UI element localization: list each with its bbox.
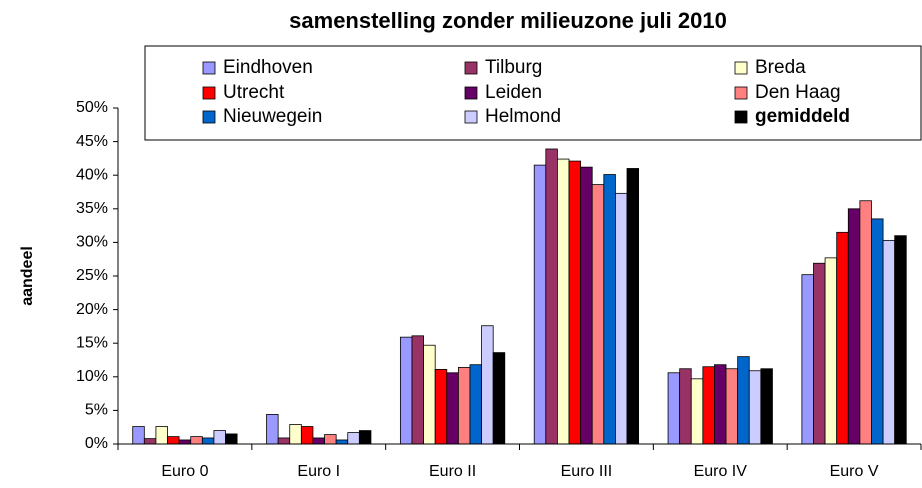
legend: Eindhoven Tilburg Breda Utrecht Leiden Den Ha… <box>202 57 850 127</box>
y-tick-label: 40% <box>76 166 108 183</box>
bar <box>347 432 360 445</box>
bar <box>748 370 762 445</box>
bar <box>481 325 494 445</box>
bar <box>894 235 907 445</box>
bar <box>225 433 238 445</box>
bar <box>201 437 215 445</box>
bar <box>178 439 192 445</box>
bar <box>871 218 884 445</box>
bar <box>690 378 704 445</box>
legend-swatch <box>464 86 478 100</box>
bar <box>155 426 168 445</box>
legend-swatch <box>734 110 748 124</box>
y-tick-label: 5% <box>85 402 108 419</box>
legend-label: Tilburg <box>485 57 542 78</box>
bar <box>667 372 681 445</box>
bar <box>568 160 582 445</box>
bar <box>312 437 325 445</box>
bar <box>679 368 692 445</box>
bar <box>492 352 506 445</box>
bar <box>847 208 861 445</box>
bar <box>434 369 448 445</box>
y-tick-label: 0% <box>85 435 108 452</box>
y-tick-label: 45% <box>76 133 108 150</box>
bar <box>580 166 593 445</box>
x-tick-label: Euro II <box>429 463 476 480</box>
legend-swatch <box>202 61 216 75</box>
legend-label: Helmond <box>485 106 561 127</box>
bar <box>813 262 826 445</box>
bar <box>836 231 849 445</box>
bar <box>132 426 145 445</box>
y-tick-label: 20% <box>76 301 108 318</box>
legend-swatch <box>734 61 748 75</box>
y-tick-label: 50% <box>76 99 108 116</box>
bar <box>702 366 715 445</box>
bar <box>725 368 739 445</box>
bar <box>591 184 605 445</box>
x-tick-label: Euro I <box>297 463 340 480</box>
legend-label: Nieuwegein <box>223 106 322 127</box>
bar <box>335 439 349 445</box>
bar <box>882 239 896 445</box>
bar <box>213 430 226 445</box>
bar <box>545 148 558 445</box>
bar <box>324 434 337 445</box>
legend-swatch <box>464 61 478 75</box>
x-tick-label: Euro 0 <box>161 463 208 480</box>
legend-label: Eindhoven <box>223 57 313 78</box>
legend-swatch <box>734 86 748 100</box>
y-tick-label: 30% <box>76 234 108 251</box>
legend-label: Den Haag <box>755 82 841 103</box>
y-tick-label: 15% <box>76 334 108 351</box>
bar <box>300 426 314 445</box>
bar <box>714 364 727 445</box>
bar <box>289 424 302 445</box>
x-tick-label: Euro III <box>561 463 613 480</box>
legend-swatch <box>202 86 216 100</box>
bar <box>358 430 372 445</box>
bar <box>615 192 628 445</box>
bar <box>143 438 157 445</box>
bar <box>801 274 814 445</box>
x-tick-label: Euro V <box>830 463 879 480</box>
bar <box>737 356 750 445</box>
bar <box>190 436 203 445</box>
plot-area: 0% 5% 10% 15% 20% 25% 30% 35% 40% 45% 50% Euro 0 Eur… <box>76 99 922 480</box>
bar <box>626 168 640 445</box>
legend-label: Utrecht <box>223 82 285 103</box>
bar <box>457 366 471 445</box>
bar <box>411 335 424 445</box>
x-tick-label: Euro IV <box>694 463 748 480</box>
bar <box>557 158 570 445</box>
bar <box>277 437 291 445</box>
bar <box>446 372 459 445</box>
bar <box>399 336 413 445</box>
bar <box>824 257 838 445</box>
y-tick-label: 10% <box>76 368 108 385</box>
legend-swatch <box>202 110 216 124</box>
y-axis-label: aandeel <box>19 246 36 306</box>
bar <box>760 368 773 445</box>
legend-label: Leiden <box>485 82 542 103</box>
bar <box>469 364 482 445</box>
y-tick-label: 35% <box>76 200 108 217</box>
legend-label: Breda <box>755 57 806 78</box>
bar <box>859 200 872 445</box>
bar <box>533 164 547 445</box>
y-tick-label: 25% <box>76 267 108 284</box>
bar <box>167 436 180 445</box>
bar <box>266 414 279 445</box>
bar <box>603 174 616 445</box>
legend-label: gemiddeld <box>755 106 850 127</box>
legend-box <box>144 45 922 141</box>
bar <box>423 344 436 445</box>
chart-title: samenstelling zonder milieuzone juli 201… <box>289 8 727 33</box>
legend-swatch <box>464 110 478 124</box>
